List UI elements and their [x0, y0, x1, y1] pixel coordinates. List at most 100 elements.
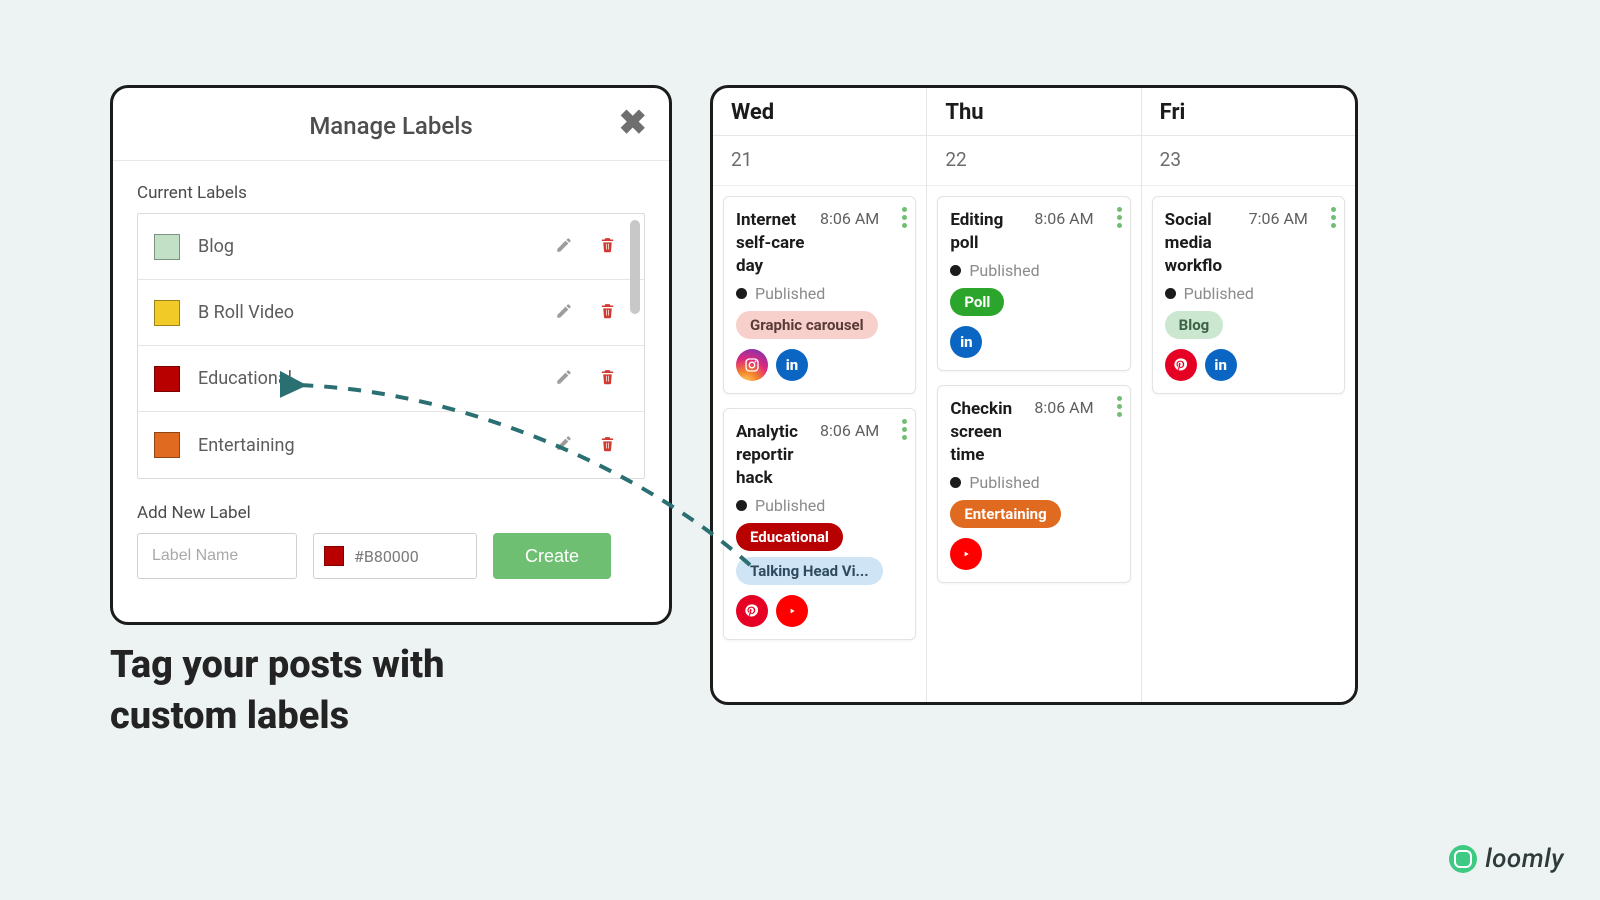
label-name: Entertaining [198, 435, 555, 456]
post-tags: Graphic carousel [736, 311, 903, 339]
post-status: Published [950, 261, 1117, 280]
label-row: Blog [138, 214, 644, 280]
post-status-text: Published [1184, 284, 1254, 303]
close-icon[interactable]: ✖ [619, 106, 648, 140]
add-label-form: #B80000 Create [137, 533, 645, 579]
manage-labels-panel: Manage Labels ✖ Current Labels Blog B Ro… [110, 85, 672, 625]
add-label-heading: Add New Label [137, 503, 645, 523]
calendar-column: Thu 22 Editing poll 8:06 AM Published Po… [927, 88, 1141, 702]
delete-icon[interactable] [599, 235, 616, 258]
youtube-icon [776, 595, 808, 627]
scrollbar-thumb[interactable] [630, 220, 640, 314]
post-card[interactable]: Internet self-care day 8:06 AM Published… [723, 196, 916, 394]
post-title: Editing poll [950, 209, 1030, 255]
calendar-day-name: Wed [713, 88, 926, 136]
add-label-section: Add New Label #B80000 Create [137, 503, 645, 579]
manage-labels-title: Manage Labels [309, 112, 472, 140]
manage-labels-header: Manage Labels ✖ [113, 88, 669, 161]
post-status: Published [1165, 284, 1332, 303]
post-status-text: Published [755, 284, 825, 303]
post-tag-pill: Blog [1165, 311, 1224, 339]
edit-icon[interactable] [555, 368, 573, 390]
post-title: Internet self-care day [736, 209, 816, 278]
card-menu-icon[interactable] [1331, 207, 1336, 228]
manage-labels-body: Current Labels Blog B Roll Video Educati… [113, 161, 669, 622]
calendar-column: Fri 23 Social media workflo 7:06 AM Publ… [1142, 88, 1355, 702]
post-status-text: Published [755, 496, 825, 515]
current-labels-heading: Current Labels [137, 183, 645, 203]
instagram-icon [736, 349, 768, 381]
label-color-hex: #B80000 [354, 547, 419, 566]
status-dot-icon [736, 500, 747, 511]
post-card[interactable]: Checkin screen time 8:06 AM Published En… [937, 385, 1130, 583]
calendar-day-name: Thu [927, 88, 1140, 136]
linkedin-icon: in [776, 349, 808, 381]
label-name-input[interactable] [137, 533, 297, 579]
calendar-day-number: 23 [1142, 136, 1355, 186]
loomly-logo-icon [1449, 845, 1477, 873]
create-label-button[interactable]: Create [493, 533, 611, 579]
label-name: Educational [198, 368, 555, 389]
post-status: Published [950, 473, 1117, 492]
post-tag-pill: Graphic carousel [736, 311, 878, 339]
calendar-panel: Wed 21 Internet self-care day 8:06 AM Pu… [710, 85, 1358, 705]
loomly-brand: loomly [1449, 844, 1564, 874]
post-tag-pill: Educational [736, 523, 843, 551]
post-channels: in [1165, 349, 1332, 381]
post-status: Published [736, 496, 903, 515]
post-tags: EducationalTalking Head Vi... [736, 523, 903, 585]
pinterest-icon [736, 595, 768, 627]
linkedin-icon: in [1205, 349, 1237, 381]
youtube-icon [950, 538, 982, 570]
delete-icon[interactable] [599, 367, 616, 390]
post-time: 8:06 AM [1034, 398, 1093, 417]
label-color-swatch [154, 432, 180, 458]
loomly-brand-name: loomly [1485, 844, 1564, 874]
label-row: Educational [138, 346, 644, 412]
post-tags: Entertaining [950, 500, 1117, 528]
post-time: 8:06 AM [1034, 209, 1093, 228]
status-dot-icon [950, 477, 961, 488]
post-tags: Blog [1165, 311, 1332, 339]
post-tag-pill: Poll [950, 288, 1004, 316]
label-color-input[interactable]: #B80000 [313, 533, 477, 579]
label-color-swatch [154, 234, 180, 260]
label-row: B Roll Video [138, 280, 644, 346]
labels-list: Blog B Roll Video Educational Entertaini… [137, 213, 645, 479]
label-color-swatch [154, 300, 180, 326]
label-color-swatch [154, 366, 180, 392]
post-card[interactable]: Editing poll 8:06 AM Published Poll in [937, 196, 1130, 371]
edit-icon[interactable] [555, 302, 573, 324]
label-row: Entertaining [138, 412, 644, 478]
calendar-day-number: 22 [927, 136, 1140, 186]
card-menu-icon[interactable] [1117, 396, 1122, 417]
post-title: Social media workflo [1165, 209, 1245, 278]
post-tag-pill: Entertaining [950, 500, 1060, 528]
calendar-day-body: Internet self-care day 8:06 AM Published… [713, 186, 926, 650]
pinterest-icon [1165, 349, 1197, 381]
post-status: Published [736, 284, 903, 303]
card-menu-icon[interactable] [902, 419, 907, 440]
card-menu-icon[interactable] [902, 207, 907, 228]
delete-icon[interactable] [599, 301, 616, 324]
calendar-day-name: Fri [1142, 88, 1355, 136]
status-dot-icon [1165, 288, 1176, 299]
edit-icon[interactable] [555, 236, 573, 258]
post-status-text: Published [969, 261, 1039, 280]
post-status-text: Published [969, 473, 1039, 492]
post-time: 7:06 AM [1249, 209, 1308, 228]
linkedin-icon: in [950, 326, 982, 358]
status-dot-icon [736, 288, 747, 299]
calendar-day-body: Social media workflo 7:06 AM Published B… [1142, 186, 1355, 404]
post-channels: in [950, 326, 1117, 358]
card-menu-icon[interactable] [1117, 207, 1122, 228]
post-time: 8:06 AM [820, 421, 879, 440]
post-card[interactable]: Analytic reportir hack 8:06 AM Published… [723, 408, 916, 640]
post-title: Analytic reportir hack [736, 421, 816, 490]
post-channels [950, 538, 1117, 570]
post-card[interactable]: Social media workflo 7:06 AM Published B… [1152, 196, 1345, 394]
delete-icon[interactable] [599, 434, 616, 457]
edit-icon[interactable] [555, 434, 573, 456]
calendar-column: Wed 21 Internet self-care day 8:06 AM Pu… [713, 88, 927, 702]
feature-caption: Tag your posts with custom labels [110, 640, 540, 743]
